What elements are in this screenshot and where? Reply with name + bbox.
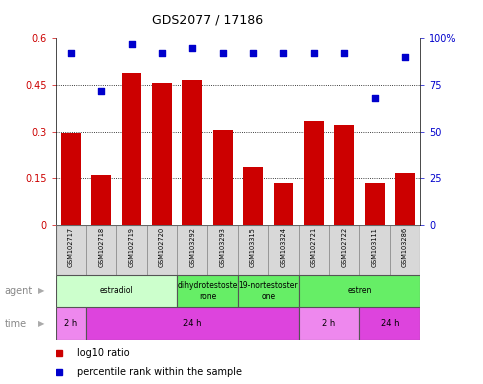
Text: GSM102718: GSM102718 xyxy=(98,227,104,267)
Text: log10 ratio: log10 ratio xyxy=(77,348,130,358)
Bar xyxy=(147,225,177,275)
Bar xyxy=(243,167,263,225)
Point xyxy=(371,95,379,101)
Bar xyxy=(183,80,202,225)
Point xyxy=(158,50,166,56)
Text: GSM103315: GSM103315 xyxy=(250,227,256,267)
Bar xyxy=(56,225,86,275)
Bar xyxy=(359,225,390,275)
Text: percentile rank within the sample: percentile rank within the sample xyxy=(77,367,242,377)
Point xyxy=(401,54,409,60)
Bar xyxy=(86,307,298,340)
Point xyxy=(188,45,196,51)
Bar xyxy=(395,174,415,225)
Bar xyxy=(298,225,329,275)
Bar xyxy=(116,225,147,275)
Point xyxy=(97,88,105,94)
Point xyxy=(67,50,74,56)
Text: estren: estren xyxy=(347,286,371,295)
Point xyxy=(280,50,287,56)
Point xyxy=(219,50,227,56)
Bar xyxy=(304,121,324,225)
Text: 2 h: 2 h xyxy=(323,319,336,328)
Text: GSM102721: GSM102721 xyxy=(311,227,317,267)
Point xyxy=(310,50,318,56)
Text: agent: agent xyxy=(5,286,33,296)
Bar xyxy=(334,125,354,225)
Text: time: time xyxy=(5,318,27,329)
Text: GSM103292: GSM103292 xyxy=(189,227,195,267)
Bar xyxy=(273,183,293,225)
Text: 24 h: 24 h xyxy=(381,319,399,328)
Text: GSM102720: GSM102720 xyxy=(159,227,165,267)
Bar xyxy=(86,225,116,275)
Point xyxy=(249,50,257,56)
Bar xyxy=(365,183,384,225)
Text: dihydrotestoste
rone: dihydrotestoste rone xyxy=(177,281,238,301)
Text: ▶: ▶ xyxy=(38,286,44,295)
Bar xyxy=(390,225,420,275)
Text: GSM103111: GSM103111 xyxy=(371,227,378,267)
Bar xyxy=(177,275,238,307)
Bar xyxy=(213,130,232,225)
Text: 24 h: 24 h xyxy=(183,319,201,328)
Text: ▶: ▶ xyxy=(38,319,44,328)
Text: GSM102717: GSM102717 xyxy=(68,227,74,267)
Point xyxy=(341,50,348,56)
Bar xyxy=(91,175,111,225)
Bar xyxy=(238,275,298,307)
Bar xyxy=(177,225,208,275)
Bar xyxy=(122,73,142,225)
Text: GSM103324: GSM103324 xyxy=(281,227,286,267)
Bar xyxy=(56,275,177,307)
Point xyxy=(128,41,135,47)
Bar xyxy=(298,307,359,340)
Bar xyxy=(359,307,420,340)
Bar xyxy=(56,307,86,340)
Text: GSM102719: GSM102719 xyxy=(128,227,135,267)
Text: GSM102722: GSM102722 xyxy=(341,227,347,267)
Bar xyxy=(152,83,172,225)
Text: GSM103286: GSM103286 xyxy=(402,227,408,267)
Bar xyxy=(329,225,359,275)
Text: 2 h: 2 h xyxy=(64,319,77,328)
Bar xyxy=(268,225,298,275)
Bar xyxy=(208,225,238,275)
Bar xyxy=(298,275,420,307)
Bar xyxy=(238,225,268,275)
Text: GDS2077 / 17186: GDS2077 / 17186 xyxy=(152,13,263,26)
Bar xyxy=(61,133,81,225)
Text: 19-nortestoster
one: 19-nortestoster one xyxy=(239,281,298,301)
Text: estradiol: estradiol xyxy=(99,286,133,295)
Text: GSM103293: GSM103293 xyxy=(220,227,226,267)
